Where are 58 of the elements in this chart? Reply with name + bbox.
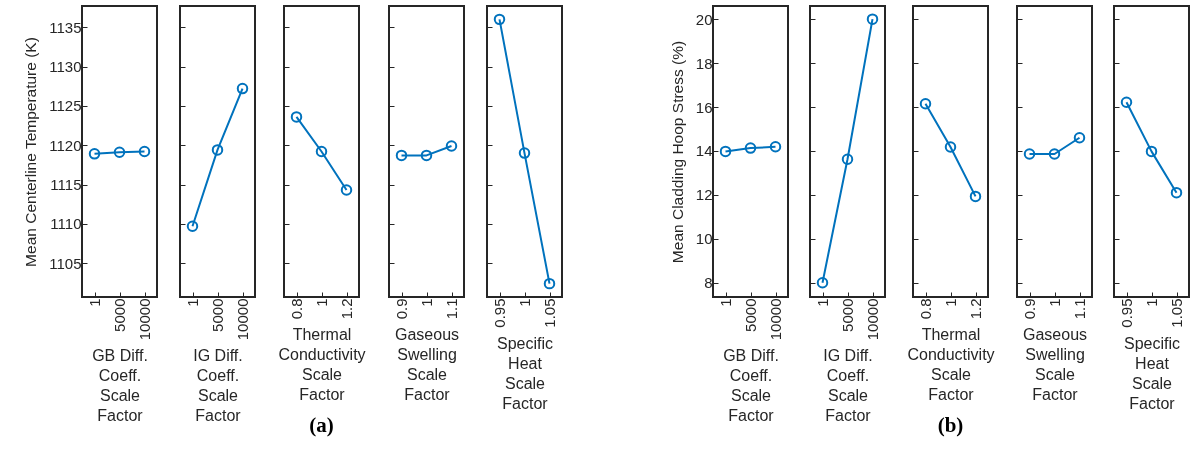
x-tick-label: 0.9 [1021,298,1038,320]
text: (b) [937,412,964,437]
x-tick-label: 1.1 [443,298,460,320]
y-tick-label: 1115 [50,176,82,194]
x-tick-label: 1.2 [967,298,984,320]
y-tick-label: 18 [695,54,713,72]
y-tick-label: 1120 [49,136,82,154]
x-tick-label: 10000 [136,298,153,341]
y-tick-label: 1125 [49,97,82,115]
y-tick-label: 14 [695,142,713,160]
x-tick-label: 0.8 [288,298,305,320]
x-tick-label: 0.8 [917,298,934,320]
x-tick-label: 5000 [209,298,226,332]
x-tick-label: 1.2 [338,298,355,320]
y-axis-title: Mean Centerline Temperature (K) [22,37,40,267]
x-tick-label: 10000 [767,298,784,341]
text: (a) [309,412,334,437]
y-tick-label: 10 [695,230,713,248]
x-tick-label: 5000 [111,298,128,332]
x-tick-label: 5000 [839,298,856,332]
y-tick-label: 8 [704,274,713,292]
x-axis-title: Specific Heat Scale Factor [496,334,554,412]
x-tick-label: 0.9 [393,298,410,320]
x-tick-label: 1 [717,298,734,307]
x-axis-title: Specific Heat Scale Factor [1123,334,1181,412]
x-tick-label: 1 [313,298,330,307]
x-axis-title: IG Diff. Coeff. Scale Factor [193,347,243,425]
y-tick-label: 1130 [49,58,82,76]
y-axis-title: Mean Cladding Hoop Stress (%) [668,40,686,264]
x-tick-label: 1 [942,298,959,307]
y-tick-label: 1135 [49,18,82,36]
x-axis-title: Gaseous Swelling Scale Factor [394,326,460,404]
x-axis-title: GB Diff. Coeff. Scale Factor [92,347,148,425]
x-axis-title: IG Diff. Coeff. Scale Factor [823,347,873,425]
x-tick-label: 1 [1046,298,1063,307]
x-tick-label: 10000 [234,298,251,341]
y-tick-label: 1105 [49,254,82,272]
x-tick-label: 1 [516,298,533,307]
y-tick-label: 20 [695,10,713,28]
x-axis-title: Thermal Conductivity Scale Factor [907,326,995,404]
x-axis-title: Gaseous Swelling Scale Factor [1022,326,1088,404]
x-tick-label: 1 [1143,298,1160,307]
x-axis-title: Thermal Conductivity Scale Factor [278,326,366,404]
x-tick-label: 1 [86,298,103,307]
x-tick-label: 1 [814,298,831,307]
x-tick-label: 1 [184,298,201,307]
x-tick-label: 0.95 [491,298,508,328]
x-axis-title: GB Diff. Coeff. Scale Factor [723,347,779,425]
x-tick-label: 1.1 [1071,298,1088,320]
x-tick-label: 10000 [864,298,881,341]
x-tick-label: 1.05 [541,298,558,328]
y-tick-label: 1110 [50,215,82,233]
y-tick-label: 16 [695,98,713,116]
x-tick-label: 0.95 [1118,298,1135,328]
x-tick-label: 5000 [742,298,759,332]
x-tick-label: 1.05 [1168,298,1185,328]
x-tick-label: 1 [418,298,435,307]
y-tick-label: 12 [695,186,713,204]
